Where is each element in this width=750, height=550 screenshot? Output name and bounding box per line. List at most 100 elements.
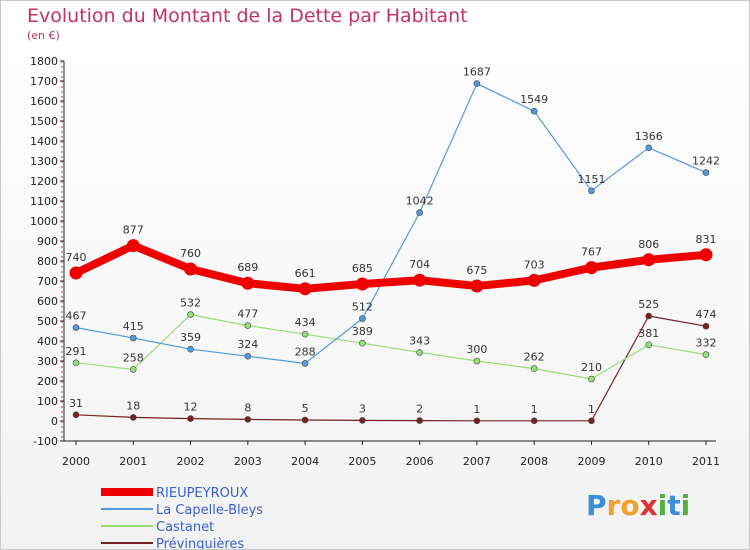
data-label: 512 xyxy=(352,301,373,314)
y-tick-label: 1600 xyxy=(30,95,58,108)
data-label: 1042 xyxy=(406,195,434,208)
data-point xyxy=(184,262,198,276)
y-tick-label: 1300 xyxy=(30,155,58,168)
data-label: 343 xyxy=(409,334,430,347)
logo-letter: r xyxy=(606,489,621,522)
series-line-2 xyxy=(75,314,707,380)
data-label: 525 xyxy=(638,298,659,311)
y-tick-label: 1200 xyxy=(30,175,58,188)
data-point xyxy=(126,239,140,253)
data-point xyxy=(244,322,252,329)
series-line-0 xyxy=(74,241,707,293)
data-label: 1549 xyxy=(520,93,548,106)
data-label: 1151 xyxy=(577,173,605,186)
data-label: 703 xyxy=(524,258,545,271)
data-point xyxy=(702,322,710,330)
axes: -100 0 100 200 300 400 500 600 700 800 900 1000 1100… xyxy=(30,55,720,468)
data-point xyxy=(72,411,80,419)
data-point xyxy=(187,311,194,318)
data-label: 434 xyxy=(295,316,316,329)
data-label: 704 xyxy=(409,258,430,271)
data-label: 262 xyxy=(524,351,545,364)
data-point xyxy=(588,375,595,383)
data-point xyxy=(359,339,366,347)
data-point xyxy=(355,277,369,291)
data-point xyxy=(473,417,481,425)
data-point xyxy=(588,417,595,425)
x-tick-label: 2004 xyxy=(291,455,319,468)
logo-letter: i xyxy=(680,489,691,522)
data-label: 12 xyxy=(184,401,198,414)
data-label: 1242 xyxy=(692,155,720,168)
data-label: 389 xyxy=(352,325,373,338)
y-tick-label: 400 xyxy=(37,335,58,348)
data-label: 767 xyxy=(581,246,602,259)
data-label: 8 xyxy=(244,401,251,414)
data-label: 210 xyxy=(581,361,602,374)
y-tick-label: 500 xyxy=(37,315,58,328)
data-point xyxy=(72,324,80,331)
y-tick-label: 1100 xyxy=(30,195,58,208)
x-tick-label: 2011 xyxy=(692,455,720,468)
data-label: 661 xyxy=(295,267,316,280)
data-label: 258 xyxy=(123,351,144,364)
y-tick-label: -100 xyxy=(33,435,58,448)
chart-title: Evolution du Montant de la Dette par Hab… xyxy=(27,5,468,27)
x-tick-label: 2009 xyxy=(577,455,605,468)
logo-letter: t xyxy=(667,489,681,522)
data-point xyxy=(301,416,309,424)
data-label: 288 xyxy=(295,345,316,358)
logo-letter: i xyxy=(657,489,668,522)
x-tick-label: 2003 xyxy=(234,455,262,468)
logo-letter: o xyxy=(620,489,640,522)
data-label: 532 xyxy=(180,297,201,310)
logo-letter: x xyxy=(639,489,658,522)
proxiti-logo: Proxiti xyxy=(586,489,690,522)
y-tick-label: 1700 xyxy=(30,75,58,88)
data-point xyxy=(530,107,538,115)
data-point xyxy=(527,273,541,287)
legend-label: Prévinquières xyxy=(156,537,244,549)
data-label: 1366 xyxy=(635,130,663,143)
data-point xyxy=(702,169,710,176)
data-label: 685 xyxy=(352,262,373,275)
data-label: 477 xyxy=(237,308,258,321)
data-point xyxy=(642,253,656,267)
data-point xyxy=(588,187,595,195)
data-label: 31 xyxy=(69,397,83,410)
data-point xyxy=(413,273,427,287)
data-label: 675 xyxy=(466,264,487,277)
data-label: 877 xyxy=(123,224,144,237)
x-tick-label: 2000 xyxy=(62,455,90,468)
data-point xyxy=(473,357,481,365)
data-label: 474 xyxy=(696,308,717,321)
data-point xyxy=(645,341,653,349)
x-tick-label: 2006 xyxy=(406,455,434,468)
data-label: 689 xyxy=(237,261,258,274)
data-point xyxy=(359,315,366,322)
data-label: 1 xyxy=(588,403,595,416)
legend-label: La Capelle-Bleys xyxy=(156,503,263,518)
data-label: 3 xyxy=(359,402,366,415)
legend: RIEUPEYROUX La Capelle-Bleys Castanet Prévi… xyxy=(101,486,263,549)
legend-label: RIEUPEYROUX xyxy=(156,486,248,501)
series-line-3 xyxy=(75,315,707,422)
data-label: 831 xyxy=(696,233,717,246)
y-tick-label: 600 xyxy=(37,295,58,308)
data-label: 806 xyxy=(638,238,659,251)
data-point xyxy=(530,365,538,372)
data-point xyxy=(584,261,598,275)
y-tick-label: 900 xyxy=(37,235,58,248)
data-label: 381 xyxy=(638,327,659,340)
data-label: 467 xyxy=(66,310,87,323)
x-tick-label: 2010 xyxy=(635,455,663,468)
data-point xyxy=(298,282,312,296)
y-tick-label: 0 xyxy=(51,415,58,428)
data-point xyxy=(69,266,83,280)
data-point xyxy=(129,334,137,342)
x-tick-label: 2002 xyxy=(177,455,205,468)
data-point xyxy=(530,417,538,425)
